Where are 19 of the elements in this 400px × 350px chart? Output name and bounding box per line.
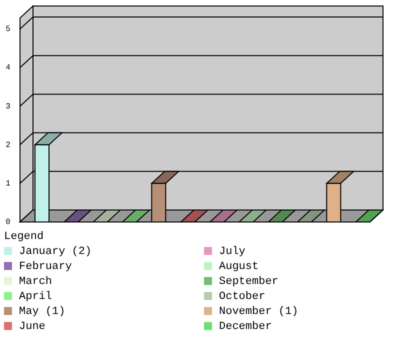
legend-label: May (1) [19,306,66,318]
y-tick-label: 2 [6,140,11,150]
y-tick-label: 4 [6,64,11,73]
y-tick-label: 5 [6,25,11,34]
legend-label: September [219,276,278,288]
legend-label: June [19,320,46,333]
legend-label: July [219,246,246,258]
legend-label: April [19,290,52,303]
legend-label: November (1) [219,306,298,318]
legend-label: March [19,276,52,288]
legend-label: August [219,260,259,273]
y-tick-label: 3 [6,102,11,112]
legend-label: October [219,290,266,303]
legend-label: January (2) [19,246,92,258]
y-tick-label: 0 [6,218,11,228]
y-tick-label: 1 [6,180,11,189]
legend-title: Legend [4,230,44,243]
legend-label: February [19,260,72,273]
legend-label: December [219,320,272,333]
